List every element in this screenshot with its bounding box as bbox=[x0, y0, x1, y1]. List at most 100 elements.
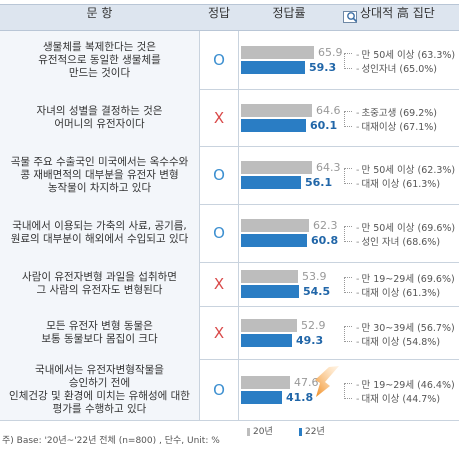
dash-icon: - bbox=[356, 64, 360, 75]
header-rate: 정답률 bbox=[272, 6, 306, 20]
group-bracket bbox=[344, 277, 352, 293]
header-answer: 정답 bbox=[207, 6, 231, 20]
value-label-22: 49.3 bbox=[296, 334, 324, 347]
answer-correct-mark: O bbox=[213, 380, 225, 399]
question-cell: 국내에서는 유전자변형작물을 승인하기 전에 인체건강 및 환경에 미치는 유해성에… bbox=[0, 359, 199, 420]
value-label-20: 52.9 bbox=[301, 319, 326, 332]
bar-20 bbox=[241, 376, 290, 389]
header-question: 문 항 bbox=[86, 6, 113, 20]
bar-20 bbox=[241, 104, 312, 117]
dash-icon: - bbox=[356, 288, 360, 299]
group-bracket bbox=[344, 325, 352, 342]
legend-label-20: 20년 bbox=[253, 427, 273, 437]
dash-icon: - bbox=[356, 379, 360, 391]
legend-label-22: 22년 bbox=[305, 427, 325, 437]
magnifier-icon bbox=[343, 9, 359, 23]
bar-20 bbox=[241, 319, 297, 332]
group-label: -만 50세 이상 (69.6%) bbox=[356, 220, 455, 234]
group-label: - 성인 자녀 (68.6%) bbox=[356, 234, 440, 248]
question-text: 국내에서는 유전자변형작물을 승인하기 전에 인체건강 및 환경에 미치는 유해성에… bbox=[9, 364, 190, 416]
group-label: - 대재 이상 (54.8%) bbox=[356, 334, 440, 348]
row-divider bbox=[0, 359, 459, 360]
group-text: 만 50세 이상 (63.3%) bbox=[361, 50, 456, 61]
value-label-22: 60.8 bbox=[311, 234, 339, 247]
dash-icon: - bbox=[356, 223, 360, 234]
question-line: 생물체를 복제한다는 것은 bbox=[43, 40, 156, 53]
group-label: -만 19~29세 (46.4%) bbox=[356, 377, 455, 391]
group-text: 대재 이상 (54.8%) bbox=[361, 336, 441, 348]
group-label: - 대재 이상 (61.3%) bbox=[356, 176, 440, 190]
value-label-20: 62.3 bbox=[313, 219, 338, 232]
footnote: 주) Base: '20년~'22년 전체 (n=800) , 단수, Unit… bbox=[2, 436, 220, 446]
group-bracket bbox=[344, 53, 352, 69]
row-divider bbox=[0, 89, 459, 90]
group-text: 만 19~29세 (69.6%) bbox=[361, 274, 455, 285]
dash-icon: - bbox=[356, 274, 360, 285]
column-divider bbox=[238, 31, 239, 420]
table-row: 국내에서는 유전자변형작물을 승인하기 전에 인체건강 및 환경에 미치는 유해성에… bbox=[0, 359, 459, 420]
bar-22 bbox=[241, 234, 307, 247]
bar-22 bbox=[241, 119, 306, 132]
group-text: 만 19~29세 (46.4%) bbox=[361, 379, 455, 391]
question-cell: 곡물 주요 수출국인 미국에서는 옥수수와 콩 재배면적의 대부분을 유전자 변형… bbox=[0, 146, 199, 204]
question-line: 원료의 대부분이 해외에서 수입되고 있다 bbox=[10, 233, 189, 245]
value-label-22: 56.1 bbox=[305, 176, 333, 189]
question-line: 곡물 주요 수출국인 미국에서는 옥수수와 bbox=[10, 155, 189, 168]
answer-wrong-mark: X bbox=[213, 108, 225, 127]
question-line: 사람이 유전자변형 과일을 섭취하면 bbox=[22, 271, 177, 283]
question-text: 생물체를 복제한다는 것은 유전적으로 동일한 생물체를 만드는 것이다 bbox=[38, 41, 161, 80]
dash-icon: - bbox=[356, 121, 360, 133]
question-line: 농작물이 차지하고 있다 bbox=[47, 181, 152, 194]
group-text: 성인자녀 (65.0%) bbox=[361, 64, 438, 75]
question-line: 국내에서는 유전자변형작물을 bbox=[35, 363, 164, 376]
question-line: 유전적으로 동일한 생물체를 bbox=[38, 53, 161, 66]
row-divider bbox=[0, 420, 459, 421]
row-divider bbox=[0, 146, 459, 147]
group-bracket bbox=[344, 110, 352, 127]
question-line: 승인하기 전에 bbox=[68, 376, 131, 389]
value-label-22: 41.8 bbox=[286, 391, 314, 404]
bar-20 bbox=[241, 219, 309, 232]
question-cell: 생물체를 복제한다는 것은 유전적으로 동일한 생물체를 만드는 것이다 bbox=[0, 31, 199, 89]
group-label: - 성인자녀 (65.0%) bbox=[356, 61, 437, 75]
dash-icon: - bbox=[356, 336, 360, 348]
group-text: 대재 이상 (61.3%) bbox=[361, 288, 441, 299]
group-text: 대재 이상 (44.7%) bbox=[361, 393, 441, 405]
value-label-20: 64.3 bbox=[316, 161, 341, 174]
highlight-arrow-icon bbox=[312, 364, 342, 400]
value-label-22: 54.5 bbox=[303, 285, 331, 298]
dash-icon: - bbox=[356, 393, 360, 405]
table-header bbox=[0, 4, 459, 31]
group-label: -만 50세 이상 (62.3%) bbox=[356, 162, 455, 176]
group-text: 만 50세 이상 (69.6%) bbox=[361, 223, 456, 234]
bar-22 bbox=[241, 176, 301, 189]
group-label: - 대재 이상 (44.7%) bbox=[356, 391, 440, 405]
value-label-20: 53.9 bbox=[302, 270, 327, 283]
question-text: 사람이 유전자변형 과일을 섭취하면 그 사람의 유전자도 변형된다 bbox=[22, 271, 177, 297]
value-label-20: 47.6 bbox=[294, 376, 319, 389]
row-divider bbox=[0, 306, 459, 307]
value-label-20: 65.9 bbox=[318, 46, 343, 59]
table-row: 생물체를 복제한다는 것은 유전적으로 동일한 생물체를 만드는 것이다 O 65.9 5… bbox=[0, 31, 459, 89]
question-cell: 자녀의 성별을 결정하는 것은 어머니의 유전자이다 bbox=[0, 89, 199, 146]
value-label-22: 59.3 bbox=[309, 61, 337, 74]
table-row: 국내에서 이용되는 가축의 사료, 공기름, 원료의 대부분이 해외에서 수입되고… bbox=[0, 204, 459, 262]
bar-22 bbox=[241, 285, 299, 298]
group-text: 만 50세 이상 (62.3%) bbox=[361, 165, 456, 176]
legend-swatch-22 bbox=[299, 428, 302, 436]
group-text: 대재이상 (67.1%) bbox=[361, 121, 438, 133]
group-text: 성인 자녀 (68.6%) bbox=[361, 237, 441, 248]
question-line: 평가를 수행하고 있다 bbox=[52, 402, 147, 415]
question-line: 국내에서 이용되는 가축의 사료, 공기름, bbox=[12, 220, 187, 232]
group-text: 만 30~39세 (56.7%) bbox=[361, 322, 455, 334]
answer-wrong-mark: X bbox=[213, 323, 225, 342]
question-cell: 모든 유전자 변형 동물은 보통 동물보다 몸집이 크다 bbox=[0, 306, 199, 359]
group-label: -만 19~29세 (69.6%) bbox=[356, 271, 455, 285]
dash-icon: - bbox=[356, 107, 360, 119]
value-label-20: 64.6 bbox=[316, 104, 341, 117]
question-cell: 국내에서 이용되는 가축의 사료, 공기름, 원료의 대부분이 해외에서 수입되고… bbox=[0, 204, 199, 262]
dash-icon: - bbox=[356, 50, 360, 61]
question-text: 국내에서 이용되는 가축의 사료, 공기름, 원료의 대부분이 해외에서 수입되고… bbox=[11, 220, 189, 246]
question-text: 자녀의 성별을 결정하는 것은 어머니의 유전자이다 bbox=[37, 105, 163, 131]
bar-22 bbox=[241, 334, 292, 347]
